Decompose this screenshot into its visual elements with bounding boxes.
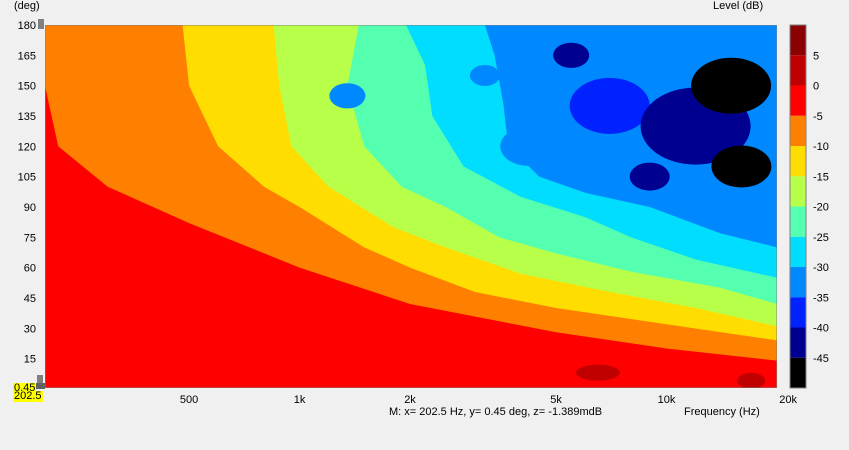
- x-tick-label: 5k: [550, 394, 562, 406]
- x-tick-label: 500: [180, 394, 198, 406]
- null-region-4: [711, 145, 772, 188]
- colorbar-tick-label: -45: [813, 353, 829, 365]
- null-region-6: [553, 42, 590, 68]
- y-tick-label: 165: [18, 50, 36, 62]
- x-tick-label: 20k: [779, 394, 797, 406]
- x-axis: 500 1k 2k 5k 10k 20k: [180, 394, 798, 406]
- y-tick-label: 45: [24, 293, 36, 305]
- colorbar-unit-label: Level (dB): [713, 0, 764, 12]
- colorbar-tick-label: -10: [813, 141, 829, 153]
- colorbar-tick-label: -25: [813, 232, 829, 244]
- x-tick-label: 2k: [404, 394, 416, 406]
- y-tick-label: 150: [18, 81, 36, 93]
- null-region-8: [329, 83, 366, 109]
- colorbar-tick-label: -5: [813, 111, 823, 123]
- cursor-origin: [35, 383, 45, 389]
- y-axis-unit-label: (deg): [14, 0, 40, 12]
- colorbar-tick-label: 5: [813, 50, 819, 62]
- hot-spot-0: [575, 364, 620, 381]
- colorbar-swatch: [790, 236, 806, 268]
- y-tick-label: 105: [18, 172, 36, 184]
- x-tick-label: 10k: [658, 394, 676, 406]
- null-region-7: [469, 65, 500, 86]
- y-tick-label: 135: [18, 111, 36, 123]
- colorbar-swatch: [790, 267, 806, 298]
- colorbar-swatch: [790, 327, 806, 358]
- colorbar-swatch: [790, 85, 806, 116]
- cursor-y-handle: [38, 19, 44, 29]
- cursor-marker[interactable]: [35, 19, 45, 389]
- colorbar-swatch: [790, 115, 806, 147]
- null-region-1: [569, 77, 650, 134]
- cursor-y-handle-bottom: [37, 375, 43, 385]
- y-tick-label: 30: [24, 323, 36, 335]
- colorbar-tick-label: -20: [813, 202, 829, 214]
- y-tick-label: 180: [18, 20, 36, 32]
- x-axis-label: Frequency (Hz): [684, 406, 760, 418]
- colorbar: 5 0 -5 -10 -15 -20 -25 -30 -35 -40 -45: [789, 24, 829, 389]
- colorbar-tick-label: -40: [813, 323, 829, 335]
- colorbar-swatch: [790, 55, 806, 86]
- hot-spot-1: [737, 372, 766, 388]
- null-region-3: [691, 57, 772, 114]
- y-axis: 15 30 45 60 75 90 105 120 135 150 165 180: [18, 20, 36, 366]
- y-tick-label: 75: [24, 232, 36, 244]
- y-tick-label: 60: [24, 263, 36, 275]
- colorbar-swatch: [790, 25, 806, 56]
- colorbar-tick-label: -35: [813, 292, 829, 304]
- colorbar-swatch: [790, 357, 806, 389]
- y-tick-label: 15: [24, 354, 36, 366]
- x-tick-label: 1k: [294, 394, 306, 406]
- null-region-0: [500, 126, 557, 166]
- cursor-x-value: 202.5: [13, 390, 43, 402]
- y-tick-label: 90: [24, 202, 36, 214]
- cursor-y-value: 0.45: [13, 382, 37, 394]
- colorbar-tick-label: 0: [813, 81, 819, 93]
- colorbar-swatch: [790, 146, 806, 177]
- marker-readout: M: x= 202.5 Hz, y= 0.45 deg, z= -1.389md…: [389, 406, 603, 418]
- colorbar-swatch: [790, 297, 806, 328]
- colorbar-swatch: [790, 206, 806, 237]
- colorbar-tick-label: -30: [813, 262, 829, 274]
- colorbar-tick-label: -15: [813, 171, 829, 183]
- null-region-5: [629, 162, 670, 191]
- colorbar-swatch: [790, 176, 806, 207]
- y-tick-label: 120: [18, 141, 36, 153]
- heatmap-plot[interactable]: [45, 20, 782, 389]
- colorbar-border: [789, 24, 807, 389]
